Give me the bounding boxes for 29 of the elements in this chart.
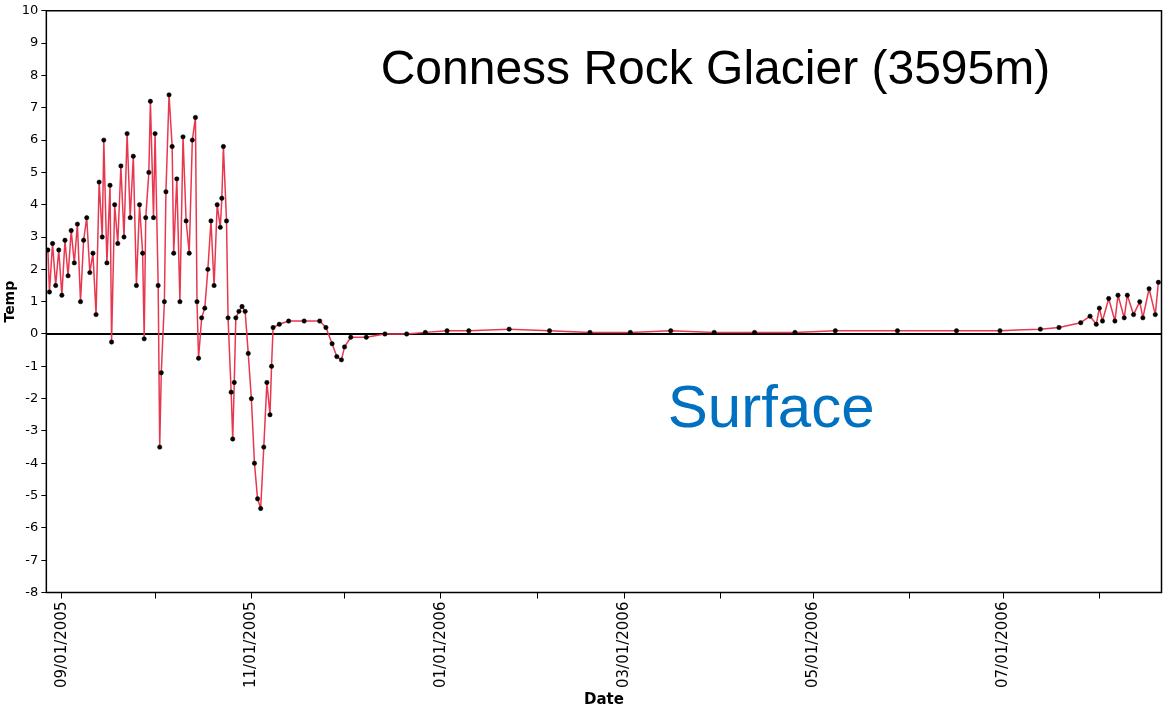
y-tick-label: 7 xyxy=(30,99,39,115)
x-tick-label: 07/01/2006 xyxy=(992,601,1011,689)
y-tick-label: 1 xyxy=(30,293,39,309)
x-axis-title: Date xyxy=(583,689,624,708)
x-tick-label: 11/01/2005 xyxy=(241,601,260,689)
y-tick-label: 2 xyxy=(30,260,39,276)
y-tick-label: 3 xyxy=(30,228,39,244)
y-tick-label: -2 xyxy=(25,390,39,405)
annotation: Surface xyxy=(667,373,875,441)
y-tick-label: -7 xyxy=(25,551,39,567)
y-tick-label: -5 xyxy=(25,486,39,502)
y-tick-label: 9 xyxy=(30,34,39,50)
x-tick-label: 01/01/2006 xyxy=(430,601,449,689)
y-tick-label: -6 xyxy=(25,519,39,535)
y-axis-title: Temp xyxy=(1,280,18,323)
x-tick-label: 03/01/2006 xyxy=(614,601,632,689)
y-tick-label: -3 xyxy=(25,422,39,438)
x-tick-label: 05/01/2006 xyxy=(803,601,822,689)
y-tick-label: 4 xyxy=(30,196,39,212)
y-tick-label: -8 xyxy=(25,583,39,599)
text: Conness Rock Glacier (3595m) xyxy=(380,41,1051,95)
y-tick-label: -1 xyxy=(25,357,39,373)
x-tick-label: 09/01/2005 xyxy=(51,601,70,689)
y-tick-label: 10 xyxy=(21,2,39,18)
y-tick-label: 5 xyxy=(30,163,39,179)
y-tick-label: 8 xyxy=(30,66,39,82)
y-tick-label: 0 xyxy=(30,325,39,341)
y-tick-label: 6 xyxy=(30,131,39,147)
y-tick-label: -4 xyxy=(25,454,39,470)
